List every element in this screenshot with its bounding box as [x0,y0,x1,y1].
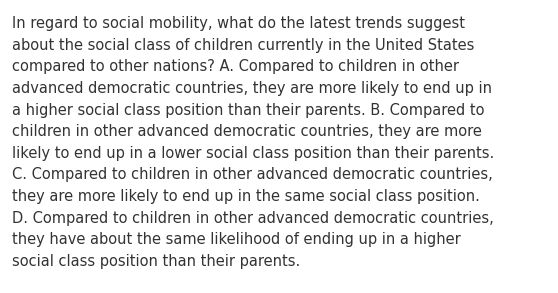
Text: In regard to social mobility, what do the latest trends suggest
about the social: In regard to social mobility, what do th… [12,16,494,269]
